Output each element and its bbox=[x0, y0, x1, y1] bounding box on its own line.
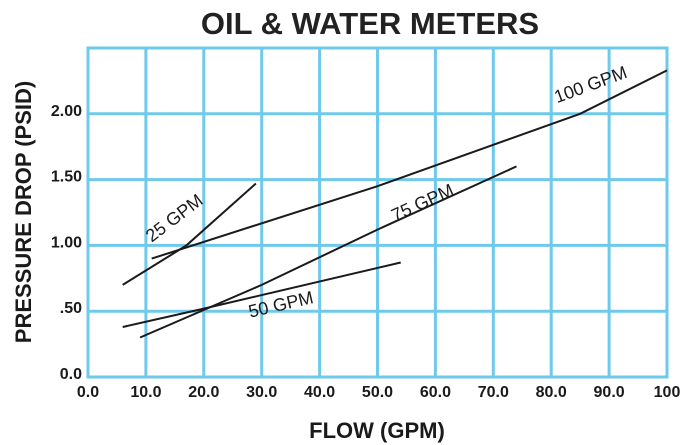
tick-labels: 0.0 10.0 20.0 30.0 40.0 50.0 60.0 70.0 80.0 90.0 1… bbox=[51, 103, 681, 401]
series-line bbox=[122, 261, 401, 328]
x-tick-label: 60.0 bbox=[420, 384, 451, 401]
series-line bbox=[151, 69, 668, 260]
x-tick-label: 30.0 bbox=[246, 384, 277, 401]
x-axis-label: FLOW (GPM) bbox=[309, 418, 445, 443]
series-label: 75 GPM bbox=[388, 180, 456, 225]
series-lines bbox=[122, 69, 668, 339]
x-tick-label: 90.0 bbox=[594, 384, 625, 401]
x-tick-label: 50.0 bbox=[362, 384, 393, 401]
grid bbox=[86, 46, 669, 379]
x-tick-label: 20.0 bbox=[188, 384, 219, 401]
x-tick-label: 0.0 bbox=[77, 384, 99, 401]
x-tick-label: 70.0 bbox=[478, 384, 509, 401]
series-label: 50 GPM bbox=[246, 287, 315, 321]
chart-title: OIL & WATER METERS bbox=[201, 6, 539, 41]
series-label: 25 GPM bbox=[142, 190, 207, 246]
x-tick-label: 80.0 bbox=[536, 384, 567, 401]
y-tick-label: 1.50 bbox=[51, 169, 82, 186]
x-tick-label: 10.0 bbox=[130, 384, 161, 401]
series-label: 100 GPM bbox=[551, 62, 629, 107]
y-axis-label: PRESSURE DROP (PSID) bbox=[11, 81, 36, 343]
y-tick-label: 1.00 bbox=[51, 234, 82, 251]
y-tick-label: .50 bbox=[60, 300, 82, 317]
series-line bbox=[122, 182, 257, 286]
x-tick-label: 40.0 bbox=[304, 384, 335, 401]
y-tick-label: 0.0 bbox=[60, 366, 82, 383]
y-tick-label: 2.00 bbox=[51, 103, 82, 120]
series-labels: 25 GPM 50 GPM 75 GPM 100 GPM bbox=[142, 62, 630, 322]
series-line bbox=[139, 165, 517, 339]
x-tick-label: 100 bbox=[654, 384, 681, 401]
